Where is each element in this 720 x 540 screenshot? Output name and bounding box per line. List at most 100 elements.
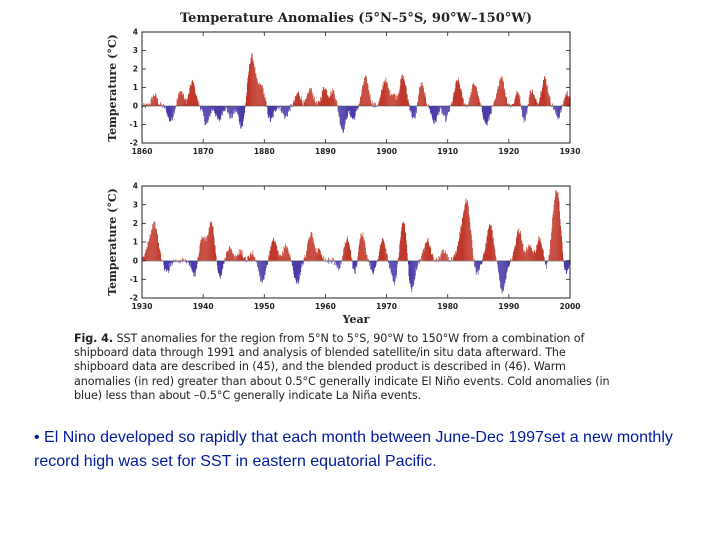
cold-anomaly-bar — [194, 260, 196, 277]
cold-anomaly-bar — [273, 106, 275, 112]
warm-anomaly-bar — [183, 99, 185, 106]
warm-anomaly-bar — [253, 254, 254, 261]
cold-anomaly-bar — [230, 106, 232, 119]
warm-anomaly-bar — [496, 92, 498, 106]
warm-anomaly-bar — [189, 87, 191, 106]
cold-anomaly-bar — [291, 106, 293, 108]
cold-anomaly-bar — [375, 260, 377, 265]
warm-anomaly-bar — [189, 84, 191, 106]
warm-anomaly-bar — [346, 239, 347, 261]
warm-anomaly-bar — [250, 252, 252, 261]
cold-anomaly-bar — [330, 260, 332, 263]
warm-anomaly-bar — [262, 85, 263, 106]
warm-anomaly-bar — [538, 101, 540, 106]
y-tick-label: 1 — [133, 83, 138, 92]
warm-anomaly-bar — [457, 245, 459, 261]
cold-anomaly-bar — [223, 260, 224, 264]
cold-anomaly-bar — [443, 106, 445, 114]
cold-anomaly-bar — [558, 106, 559, 118]
warm-anomaly-bar — [496, 93, 497, 106]
y-tick-label: -2 — [130, 139, 138, 148]
cold-anomaly-bar — [510, 106, 512, 107]
warm-anomaly-bar — [201, 236, 203, 261]
warm-anomaly-bar — [455, 253, 457, 261]
warm-anomaly-bar — [315, 251, 316, 261]
warm-anomaly-bar — [194, 93, 196, 106]
warm-anomaly-bar — [461, 224, 463, 261]
cold-anomaly-bar — [390, 260, 392, 274]
cold-anomaly-bar — [266, 260, 268, 266]
warm-anomaly-bar — [350, 249, 352, 261]
cold-anomaly-bar — [561, 106, 562, 109]
cold-anomaly-bar — [188, 260, 190, 265]
cold-anomaly-bar — [391, 260, 393, 276]
warm-anomaly-bar — [256, 259, 257, 261]
cold-anomaly-bar — [480, 260, 481, 265]
warm-anomaly-bar — [270, 246, 272, 261]
cold-anomaly-bar — [417, 260, 419, 265]
warm-anomaly-bar — [490, 225, 491, 261]
cold-anomaly-bar — [223, 106, 224, 111]
cold-anomaly-bar — [219, 260, 221, 277]
warm-anomaly-bar — [263, 93, 265, 106]
warm-anomaly-bar — [390, 95, 391, 106]
warm-anomaly-bar — [429, 246, 431, 261]
cold-anomaly-bar — [415, 106, 417, 112]
warm-anomaly-bar — [491, 230, 493, 261]
warm-anomaly-bar — [183, 259, 184, 261]
cold-anomaly-bar — [373, 106, 375, 107]
warm-anomaly-bar — [265, 100, 266, 106]
warm-anomaly-bar — [276, 245, 277, 261]
warm-anomaly-bar — [531, 250, 533, 261]
warm-anomaly-bar — [475, 86, 476, 106]
warm-anomaly-bar — [306, 249, 308, 261]
warm-anomaly-bar — [523, 250, 524, 261]
warm-anomaly-bar — [316, 101, 317, 106]
warm-anomaly-bar — [395, 99, 396, 106]
warm-anomaly-bar — [459, 234, 461, 261]
warm-anomaly-bar — [225, 258, 227, 261]
warm-anomaly-bar — [310, 89, 312, 106]
cold-anomaly-bar — [441, 106, 442, 109]
cold-anomaly-bar — [339, 106, 341, 124]
cold-anomaly-bar — [500, 260, 502, 289]
warm-anomaly-bar — [425, 242, 427, 261]
cold-anomaly-bar — [261, 260, 263, 284]
warm-anomaly-bar — [516, 236, 518, 261]
cold-anomaly-bar — [295, 260, 297, 280]
warm-anomaly-bar — [269, 250, 271, 261]
warm-anomaly-bar — [471, 240, 473, 261]
warm-anomaly-bar — [309, 90, 311, 106]
warm-anomaly-bar — [254, 256, 255, 261]
warm-anomaly-bar — [482, 255, 484, 261]
warm-anomaly-bar — [308, 93, 310, 106]
warm-anomaly-bar — [512, 251, 514, 261]
cold-anomaly-bar — [447, 106, 448, 115]
warm-anomaly-bar — [468, 101, 470, 106]
warm-anomaly-bar — [212, 226, 214, 261]
warm-anomaly-bar — [421, 256, 422, 261]
cold-anomaly-bar — [484, 106, 486, 120]
warm-anomaly-bar — [225, 257, 226, 261]
warm-anomaly-bar — [299, 96, 301, 106]
warm-anomaly-bar — [333, 89, 334, 106]
cold-anomaly-bar — [507, 260, 509, 267]
warm-anomaly-bar — [441, 254, 443, 261]
warm-anomaly-bar — [263, 94, 264, 106]
cold-anomaly-bar — [163, 106, 165, 109]
warm-anomaly-bar — [157, 234, 158, 261]
warm-anomaly-bar — [282, 250, 283, 261]
cold-anomaly-bar — [220, 260, 222, 276]
warm-anomaly-bar — [156, 228, 157, 261]
warm-anomaly-bar — [351, 259, 353, 261]
warm-anomaly-bar — [460, 226, 462, 261]
cold-anomaly-bar — [174, 260, 176, 263]
cold-anomaly-bar — [436, 106, 438, 118]
cold-anomaly-bar — [522, 106, 524, 118]
cold-anomaly-bar — [338, 260, 339, 271]
warm-anomaly-bar — [161, 104, 163, 106]
warm-anomaly-bar — [422, 85, 424, 106]
cold-anomaly-bar — [301, 260, 303, 264]
cold-anomaly-bar — [389, 260, 390, 268]
cold-anomaly-bar — [391, 260, 392, 273]
